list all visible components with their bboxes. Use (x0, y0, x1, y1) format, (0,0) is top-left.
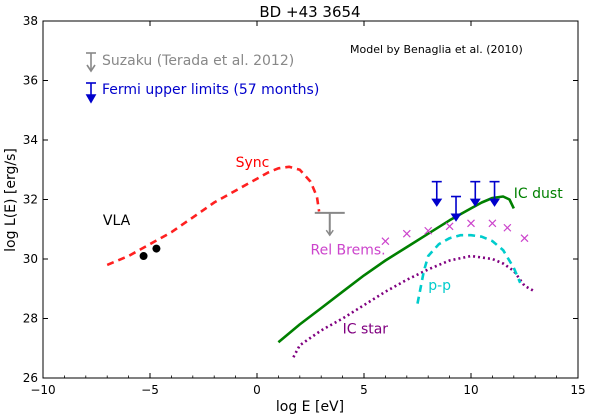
legend-suzaku-label: Suzaku (Terada et al. 2012) (102, 53, 294, 69)
annotation-p-p: p-p (428, 278, 451, 294)
legend-fermi-label: Fermi upper limits (57 months) (102, 82, 319, 98)
upper-limits-layer (314, 180, 501, 237)
annotations-layer: Sync VLA Rel Brems. IC dust p-p IC star (103, 155, 563, 338)
annotation-ic-star: IC star (343, 321, 389, 337)
model-note: Model by Benaglia et al. (2010) (350, 43, 523, 56)
x-tick-label: 0 (253, 383, 261, 397)
y-axis-label: log L(E) [erg/s] (3, 148, 19, 252)
x-tick-label: −5 (141, 383, 159, 397)
annotation-ic-dust: IC dust (514, 186, 563, 202)
legend-suzaku-symbol (86, 52, 96, 73)
fermi-upper-limit (431, 180, 443, 207)
annotation-sync: Sync (236, 155, 270, 171)
fermi-upper-limit (469, 180, 481, 207)
y-tick-label: 26 (23, 371, 38, 385)
x-tick-label: 5 (360, 383, 368, 397)
rel-brems--point (402, 229, 411, 238)
legend-fermi-symbol (85, 82, 97, 104)
y-axis-ticks: 26 28 30 32 34 36 38 (23, 14, 578, 385)
y-tick-label: 34 (23, 133, 38, 147)
series-sync-line (106, 165, 321, 267)
rel-brems--point (520, 234, 529, 243)
y-tick-label: 32 (23, 193, 38, 207)
series-ic-dust-line (277, 195, 515, 344)
y-tick-label: 30 (23, 252, 38, 266)
x-axis-label: log E [eV] (276, 399, 344, 415)
fermi-upper-limit (489, 180, 501, 207)
x-tick-label: 10 (463, 383, 478, 397)
y-tick-label: 36 (23, 74, 38, 88)
rel-brems--point (488, 219, 497, 228)
legend: Suzaku (Terada et al. 2012) Fermi upper … (85, 52, 319, 104)
series-p-p-line (416, 233, 522, 304)
vla-point (152, 244, 161, 253)
vla-point (139, 252, 148, 261)
points-layer (139, 219, 529, 261)
rel-brems--point (445, 222, 454, 231)
rel-brems--point (424, 226, 433, 235)
x-axis-ticks: −10 −5 0 5 10 15 (30, 21, 586, 397)
rel-brems--point (467, 219, 475, 228)
series-layer (106, 165, 536, 358)
annotation-vla: VLA (103, 213, 131, 229)
fermi-upper-limit (450, 195, 462, 222)
chart-title: BD +43 3654 (259, 3, 360, 21)
x-tick-label: 15 (570, 383, 585, 397)
suzaku-upper-limit (314, 211, 345, 237)
annotation-rel-brems: Rel Brems. (311, 243, 386, 259)
rel-brems--point (381, 237, 390, 246)
y-tick-label: 38 (23, 14, 38, 28)
rel-brems--point (503, 223, 512, 232)
x-tick-label: −10 (30, 383, 55, 397)
y-tick-label: 28 (23, 312, 38, 326)
